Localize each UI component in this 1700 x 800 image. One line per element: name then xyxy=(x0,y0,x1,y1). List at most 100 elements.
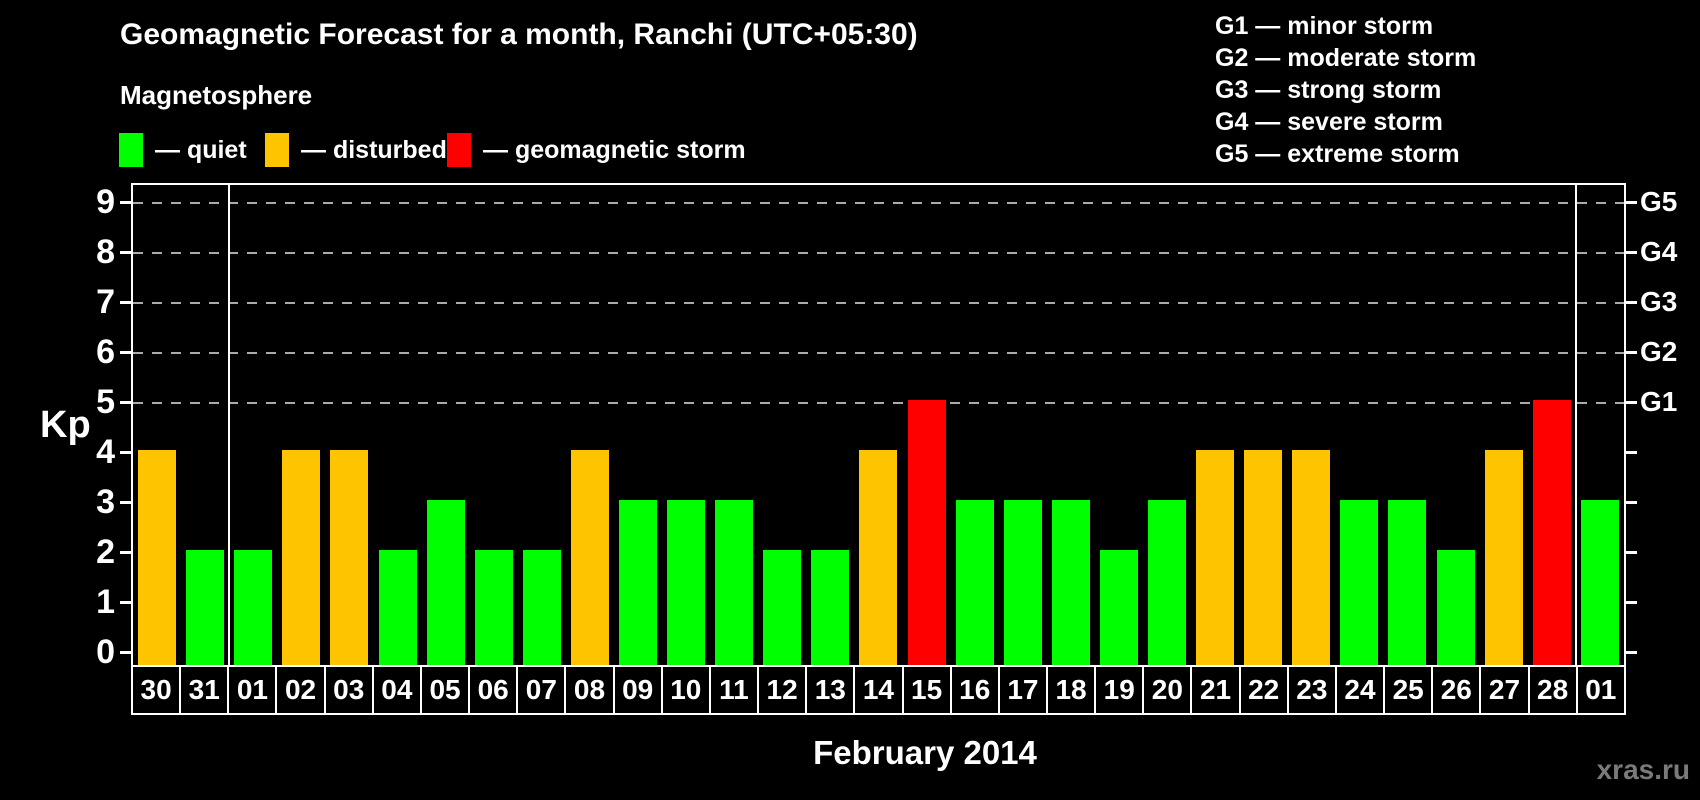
bar-slot xyxy=(518,185,566,665)
y-axis-tick-left xyxy=(120,501,131,504)
kp-bar-day-19 xyxy=(1099,550,1138,665)
bar-slot xyxy=(1047,185,1095,665)
day-label-cell: 21 xyxy=(1190,665,1241,715)
day-label-cell: 25 xyxy=(1383,665,1434,715)
y-tick-label: 1 xyxy=(96,583,115,621)
y-axis-tick-right xyxy=(1626,251,1637,254)
x-axis-title: February 2014 xyxy=(813,734,1037,771)
bar-slot xyxy=(1383,185,1431,665)
day-label-cell: 12 xyxy=(757,665,808,715)
y-tick-label: 6 xyxy=(96,333,115,371)
y-axis-tick-left xyxy=(120,551,131,554)
kp-bar-day-23 xyxy=(1292,450,1331,665)
g-level-label: G4 xyxy=(1640,236,1678,267)
kp-bar-day-26 xyxy=(1436,550,1475,665)
bar-slot xyxy=(614,185,662,665)
day-label-cell: 07 xyxy=(516,665,567,715)
day-label-cell: 08 xyxy=(564,665,615,715)
y-axis-tick-left xyxy=(120,651,131,654)
kp-bar-day-28 xyxy=(1532,400,1571,665)
page-title: Geomagnetic Forecast for a month, Ranchi… xyxy=(120,18,918,51)
y-axis-tick-left xyxy=(120,201,131,204)
kp-bar-day-18 xyxy=(1051,500,1090,665)
y-axis-title: Kp xyxy=(40,404,91,446)
kp-bar-day-25 xyxy=(1388,500,1427,665)
legend-item-quiet: — quiet xyxy=(119,131,247,169)
bars-container xyxy=(133,185,1624,665)
g-scale-legend: G1 — minor storm G2 — moderate storm G3 — … xyxy=(1215,10,1476,170)
bar-slot xyxy=(806,185,854,665)
y-tick-label: 7 xyxy=(96,283,115,321)
day-label-cell: 13 xyxy=(805,665,856,715)
day-label-cell: 11 xyxy=(708,665,760,715)
kp-bar-day-11 xyxy=(715,500,754,665)
y-tick-label: 8 xyxy=(96,233,115,271)
day-label-cell: 15 xyxy=(901,665,952,715)
legend-item-disturbed: — disturbed xyxy=(265,131,447,169)
g-scale-line: G5 — extreme storm xyxy=(1215,140,1460,168)
bar-slot xyxy=(1143,185,1191,665)
g-level-label: G1 xyxy=(1640,386,1678,417)
day-label-cell: 27 xyxy=(1479,665,1530,715)
bar-slot xyxy=(229,185,277,665)
bar-slot xyxy=(662,185,710,665)
kp-bar-day-02 xyxy=(282,450,321,665)
bar-slot xyxy=(1095,185,1143,665)
y-tick-label: 4 xyxy=(96,433,115,471)
bar-slot xyxy=(133,185,181,665)
gridline-kp6 xyxy=(133,352,1624,354)
g-level-label: G5 xyxy=(1640,186,1678,217)
month-separator xyxy=(228,185,231,665)
kp-bar-day-24 xyxy=(1340,500,1379,665)
magnetosphere-label: Magnetosphere xyxy=(120,80,313,110)
bar-slot xyxy=(1432,185,1480,665)
day-label-cell: 05 xyxy=(419,665,471,715)
legend-label-quiet: — quiet xyxy=(155,135,247,164)
day-label-cell: 23 xyxy=(1286,665,1337,715)
y-axis-tick-right xyxy=(1626,301,1637,304)
kp-bar-day-09 xyxy=(618,500,657,665)
bar-slot xyxy=(951,185,999,665)
bar-slot xyxy=(566,185,614,665)
y-tick-label: 3 xyxy=(96,483,115,521)
kp-bar-day-14 xyxy=(859,450,898,665)
day-label-cell: 04 xyxy=(371,665,422,715)
bar-slot xyxy=(373,185,421,665)
bar-slot xyxy=(999,185,1047,665)
day-label-cell: 22 xyxy=(1238,665,1289,715)
kp-bar-day-16 xyxy=(955,500,994,665)
disturbed-color-swatch xyxy=(265,133,289,167)
kp-bar-day-10 xyxy=(667,500,706,665)
gridline-kp5 xyxy=(133,402,1624,404)
bar-slot xyxy=(854,185,902,665)
bar-slot xyxy=(1528,185,1576,665)
day-label-cell: 30 xyxy=(131,665,182,715)
day-label-cell: 01 xyxy=(1575,665,1626,715)
day-label-cell: 10 xyxy=(660,665,711,715)
y-axis-tick-right xyxy=(1626,401,1637,404)
kp-bar-day-15 xyxy=(907,400,946,665)
bar-slot xyxy=(277,185,325,665)
kp-bar-day-03 xyxy=(330,450,369,665)
kp-bar-day-21 xyxy=(1196,450,1235,665)
y-axis-tick-right xyxy=(1626,451,1637,454)
y-axis-tick-right xyxy=(1626,601,1637,604)
g-level-label: G2 xyxy=(1640,336,1678,367)
kp-bar-day-17 xyxy=(1003,500,1042,665)
watermark: xras.ru xyxy=(1596,754,1690,785)
bar-slot xyxy=(470,185,518,665)
kp-bar-day-12 xyxy=(763,550,802,665)
y-axis-tick-right xyxy=(1626,651,1637,654)
storm-color-swatch xyxy=(447,133,471,167)
kp-bar-day-20 xyxy=(1148,500,1187,665)
y-axis-tick-left xyxy=(120,451,131,454)
g-scale-line: G4 — severe storm xyxy=(1215,108,1443,136)
day-label-cell: 24 xyxy=(1334,665,1386,715)
y-axis-tick-right xyxy=(1626,501,1637,504)
g-scale-line: G2 — moderate storm xyxy=(1215,44,1477,72)
day-label-cell: 17 xyxy=(997,665,1048,715)
gridline-kp8 xyxy=(133,252,1624,254)
g-scale-line: G1 — minor storm xyxy=(1215,12,1434,40)
day-label-cell: 31 xyxy=(179,665,230,715)
